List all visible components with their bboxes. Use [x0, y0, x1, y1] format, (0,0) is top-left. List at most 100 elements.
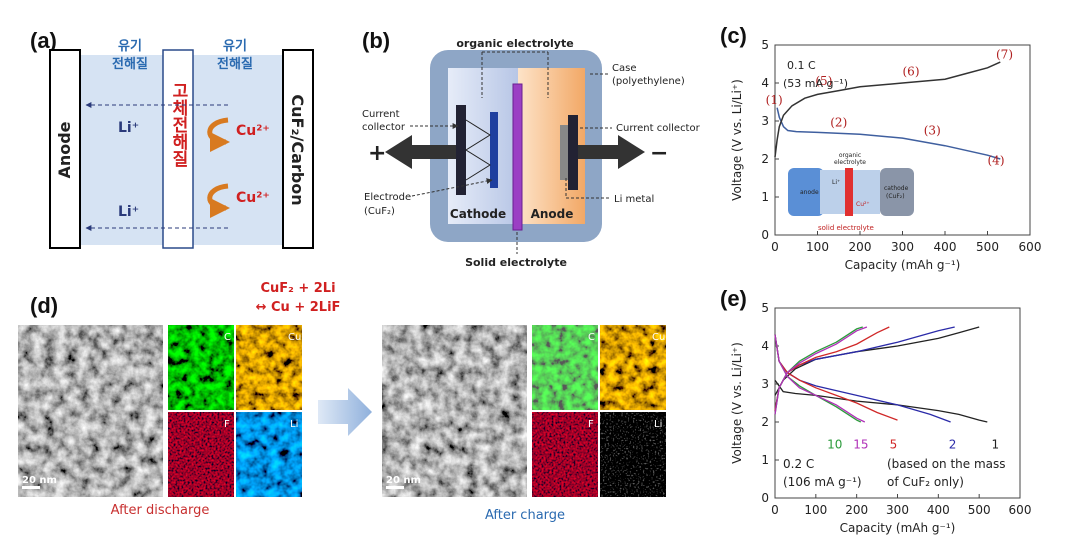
scale-label: 20 nm: [22, 475, 57, 486]
solid-electrolyte-label: Solid electrolyte: [465, 256, 567, 269]
li-metal: [560, 125, 568, 180]
case-label: (polyethylene): [612, 76, 685, 87]
x-tick-label: 100: [806, 240, 829, 254]
x-tick-label: 0: [771, 503, 779, 517]
inset-label: cathode: [884, 185, 909, 192]
caption: After charge: [485, 508, 565, 523]
y-tick-label: 0: [761, 491, 769, 505]
curve: [774, 61, 1001, 158]
point-label: (4): [988, 154, 1005, 168]
li-ion: Li⁺: [118, 204, 139, 220]
x-tick-label: 400: [927, 503, 950, 517]
y-tick-label: 3: [761, 377, 769, 391]
x-tick-label: 200: [849, 240, 872, 254]
annotation: 0.1 C: [787, 59, 816, 72]
x-tick-label: 0: [771, 240, 779, 254]
reaction: ↔ Cu + 2LiF: [256, 300, 341, 315]
electrolyte-label: 유기: [223, 39, 247, 54]
panel-label: (c): [720, 23, 747, 48]
cu-arrow: [207, 183, 230, 218]
tem-image: [382, 325, 527, 497]
map-label: Cu: [288, 332, 301, 343]
map-cu: [236, 325, 302, 410]
cu-arrow: [207, 117, 230, 152]
caption: After discharge: [111, 503, 210, 518]
anode-box: [49, 49, 81, 249]
solid-electrolyte: [512, 83, 523, 231]
series: 1: [774, 326, 1000, 452]
x-tick-label: 200: [845, 503, 868, 517]
x-tick-label: 100: [804, 503, 827, 517]
y-tick-label: 5: [761, 38, 769, 52]
solid-electrolyte-label: 고체전해질: [168, 82, 188, 167]
curve: [774, 334, 866, 423]
plus: +: [368, 141, 386, 166]
series-label: 1: [992, 438, 1000, 452]
inset-label: Cu²⁺: [856, 201, 870, 208]
y-tick-label: 2: [761, 152, 769, 166]
collector-label: Current collector: [616, 123, 701, 134]
series-label: 2: [949, 438, 957, 452]
wire: [465, 119, 491, 181]
y-tick-label: 4: [761, 76, 769, 90]
minus: −: [650, 141, 668, 166]
point-label: (2): [830, 116, 847, 130]
solid-electrolyte-box: [162, 49, 194, 249]
electrode-label: Electrode: [364, 192, 411, 203]
anode-label: Anode: [55, 121, 74, 178]
electrolyte-label: 전해질: [217, 56, 253, 72]
y-tick-label: 2: [761, 415, 769, 429]
annotation: (53 mA g⁻¹): [783, 77, 848, 90]
inset-cathode: [880, 168, 914, 216]
x-tick-label: 600: [1009, 503, 1032, 517]
process-arrow: [318, 388, 372, 436]
y-tick-label: 0: [761, 228, 769, 242]
organic-electrolyte: organic electrolyte: [456, 37, 573, 50]
scale-label: 20 nm: [386, 475, 421, 486]
chart: (e) 0 100 200 300 400 500 600 0 1 2 3 4 5 Capacity (mA…: [720, 286, 1031, 535]
map-f: [168, 412, 234, 497]
point-label: (1): [766, 93, 783, 107]
inset-label: solid electrolyte: [818, 224, 874, 232]
curve: [774, 326, 868, 415]
cathode-box: [282, 49, 314, 249]
annotation: of CuF₂ only): [887, 475, 964, 489]
scale-bar: [22, 486, 40, 489]
leader: [411, 178, 493, 197]
terminal-arrow: [385, 135, 456, 169]
curve: [774, 326, 863, 415]
cu-ion: Cu²⁺: [236, 190, 270, 206]
cu-ion: Cu²⁺: [236, 123, 270, 139]
annotation: (106 mA g⁻¹): [783, 475, 862, 489]
series-label: 15: [853, 438, 868, 452]
map-li-noise: [600, 412, 666, 497]
map-label: Li: [290, 419, 298, 430]
x-tick-label: 400: [934, 240, 957, 254]
x-tick-label: 300: [891, 240, 914, 254]
panel-label: (a): [30, 28, 57, 53]
map-cu: [600, 325, 666, 410]
y-tick-label: 4: [761, 339, 769, 353]
collector-label: collector: [362, 122, 406, 133]
inset-label: (CuF₂): [886, 193, 905, 200]
cathode-label: Cathode: [450, 207, 506, 221]
y-tick-label: 3: [761, 114, 769, 128]
inset-label: anode: [800, 189, 819, 196]
inset-label: organic: [839, 152, 861, 159]
electrolyte-label: 전해질: [112, 56, 148, 72]
series: 15: [774, 326, 868, 452]
inset-anode: [788, 168, 824, 216]
point-label: (3): [924, 123, 941, 137]
series-label: 10: [827, 438, 842, 452]
panel-label: (b): [362, 28, 390, 53]
collector: [568, 115, 578, 190]
series-label: 5: [890, 438, 898, 452]
x-tick-label: 500: [968, 503, 991, 517]
panel-a: (a) Anode 고체전해질 CuF₂/Carbon 유기 전해질 유기 전해…: [30, 28, 340, 315]
panel-d: (d) C Cu F Li 20 nm After discharge C Cu…: [18, 293, 666, 523]
electrode-label: (CuF₂): [364, 206, 395, 217]
panel-label: (d): [30, 293, 58, 318]
y-axis-label: Voltage (V vs. Li/Li⁺): [730, 342, 744, 464]
curve: [776, 107, 1001, 160]
